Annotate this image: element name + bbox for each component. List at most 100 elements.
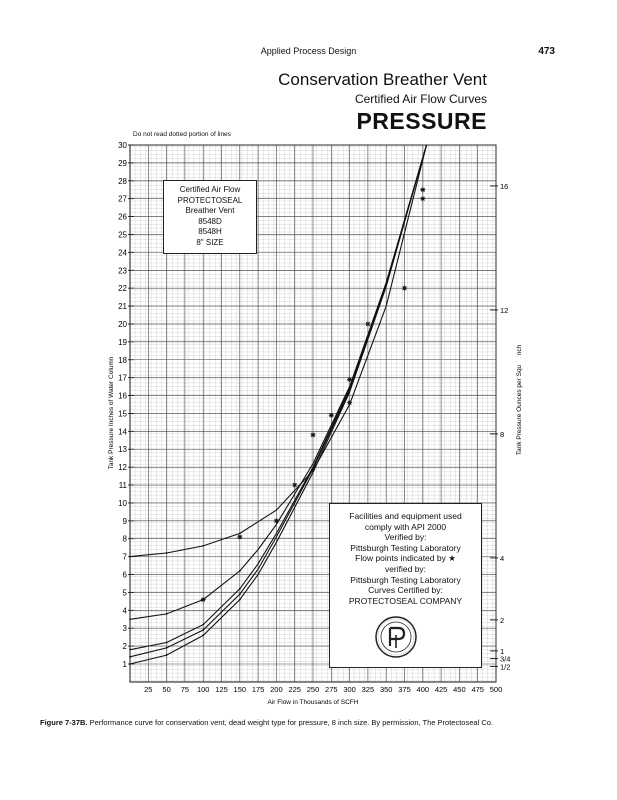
y2-tick-label: 4 xyxy=(500,554,504,563)
series-line-7 xyxy=(129,144,428,558)
x-tick-label: 150 xyxy=(234,685,247,694)
y-tick-label: 5 xyxy=(123,588,128,597)
dotted-line-note: Do not read dotted portion of lines xyxy=(133,131,231,138)
flow-point-star xyxy=(328,412,334,418)
x-tick-label: 400 xyxy=(417,685,430,694)
x-tick-label: 350 xyxy=(380,685,393,694)
y-tick-label: 9 xyxy=(123,517,128,526)
flow-point-star xyxy=(237,534,243,540)
flow-point-star xyxy=(347,400,353,406)
y-tick-label: 12 xyxy=(118,463,127,472)
y-tick-label: 10 xyxy=(118,499,127,508)
flow-point-star xyxy=(200,597,206,603)
series-marker xyxy=(165,641,168,644)
x-tick-label: 100 xyxy=(197,685,210,694)
x-tick-label: 75 xyxy=(181,685,189,694)
box2-line: Facilities and equipment used xyxy=(349,511,462,521)
y-tick-label: 27 xyxy=(118,195,127,204)
series-marker xyxy=(202,623,205,626)
x-tick-label: 325 xyxy=(362,685,375,694)
y-tick-label: 20 xyxy=(118,320,127,329)
box2-line: Pittsburgh Testing Laboratory xyxy=(350,542,461,553)
y-tick-label: 28 xyxy=(118,177,127,186)
y-tick-label: 22 xyxy=(118,284,127,293)
y-tick-label: 16 xyxy=(118,392,127,401)
x-tick-label: 425 xyxy=(435,685,448,694)
y2-tick-label: 8 xyxy=(500,430,504,439)
x-axis-ticks: 25 50 75 100 125 150 175 200 225 250 275 300 325 350 3… xyxy=(144,685,502,694)
series-marker xyxy=(165,654,168,656)
x-tick-label: 250 xyxy=(307,685,320,694)
flow-point-star xyxy=(420,196,426,202)
y-axis-label: Tank Pressure Inches of Water Column xyxy=(108,356,115,469)
y-tick-label: 26 xyxy=(118,213,127,222)
y-tick-label: 24 xyxy=(118,248,127,257)
y2-tick-label: 3/4 xyxy=(500,655,510,664)
series-marker xyxy=(129,663,131,665)
y-tick-label: 18 xyxy=(118,356,127,365)
box1-line: Certified Air Flow xyxy=(179,185,241,194)
series-marker xyxy=(129,648,131,651)
y2-tick-label: 2 xyxy=(500,616,504,625)
y2-tick-label: 12 xyxy=(500,306,508,315)
y-tick-label: 2 xyxy=(123,642,128,651)
box2-line: Flow points indicated by ★ xyxy=(355,553,456,564)
box1-line: Breather Vent xyxy=(185,206,235,215)
y2-tick-label: 1/2 xyxy=(500,662,510,671)
x-tick-label: 225 xyxy=(288,685,301,694)
certified-air-flow-box: Certified Air Flow PROTECTOSEAL Breather V… xyxy=(163,180,257,254)
box1-line: 8" SIZE xyxy=(196,237,224,247)
flow-point-star xyxy=(420,187,426,193)
secondary-axis-label-tail: nch xyxy=(516,344,523,355)
x-tick-label: 175 xyxy=(252,685,265,694)
flow-point-star xyxy=(365,321,371,327)
flow-point-star xyxy=(310,432,316,438)
series-marker xyxy=(202,629,205,631)
box2-line: Pittsburgh Testing Laboratory xyxy=(350,574,461,585)
series-line-1 xyxy=(129,144,428,665)
y-tick-label: 15 xyxy=(118,409,127,418)
x-tick-label: 125 xyxy=(215,685,228,694)
box1-line: 8548D xyxy=(198,216,222,226)
box2-line: comply with API 2000 xyxy=(364,521,447,532)
y2-tick-label: 1 xyxy=(500,647,504,656)
y2-tick-label: 16 xyxy=(500,182,508,191)
y-tick-label: 13 xyxy=(118,445,127,454)
box2-line: verified by: xyxy=(384,563,427,574)
x-tick-label: 300 xyxy=(343,685,356,694)
pressure-heading: PRESSURE xyxy=(356,108,487,134)
chart-title: Conservation Breather Vent xyxy=(278,70,487,89)
box2-line: Curves Certified by: xyxy=(368,585,443,596)
series-marker xyxy=(165,612,168,615)
caption-text: Performance curve for conservation vent,… xyxy=(87,718,493,727)
series-marker xyxy=(238,532,241,535)
y-tick-label: 23 xyxy=(118,266,127,275)
series-marker xyxy=(202,544,205,547)
box1-line: 8548H xyxy=(198,227,222,236)
flow-point-star xyxy=(273,518,279,524)
box2-line: Verified by: xyxy=(384,532,427,543)
x-tick-label: 375 xyxy=(398,685,411,694)
secondary-axis-label: Tank Pressure Ounces per Squ xyxy=(516,364,523,455)
x-tick-label: 200 xyxy=(270,685,283,694)
series-marker xyxy=(129,655,131,658)
series-marker xyxy=(238,570,241,572)
series-marker xyxy=(165,552,168,554)
x-tick-label: 500 xyxy=(490,685,503,694)
flow-point-star xyxy=(347,376,353,382)
curve-series xyxy=(129,144,428,665)
series-marker xyxy=(202,634,205,637)
y-tick-label: 17 xyxy=(118,374,127,383)
caption-label: Figure 7-37B. xyxy=(40,718,88,727)
series-line-1.8 xyxy=(129,144,428,651)
flow-point-star xyxy=(402,285,407,291)
y-tick-label: 7 xyxy=(123,553,128,562)
x-tick-label: 450 xyxy=(453,685,466,694)
x-tick-label: 275 xyxy=(325,685,338,694)
y-tick-label: 11 xyxy=(119,481,128,490)
y-tick-label: 29 xyxy=(118,159,127,168)
series-marker xyxy=(238,593,241,596)
y-tick-label: 21 xyxy=(118,302,127,311)
